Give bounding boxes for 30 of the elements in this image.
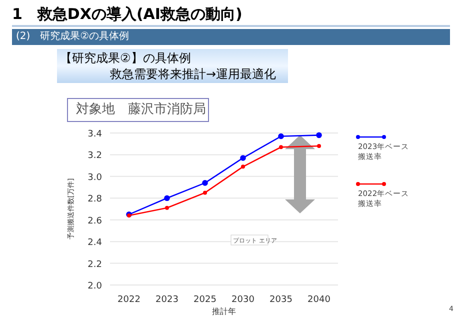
y-tick-label: 2.6 — [88, 216, 102, 226]
point — [317, 144, 321, 148]
point — [203, 190, 207, 195]
y-tick-label: 3.4 — [88, 130, 102, 140]
y-tick-label: 2.2 — [88, 260, 102, 270]
y-tick-label: 2.4 — [88, 238, 102, 248]
chart-subtitle: (2) 研究成果②の具体例 — [12, 29, 450, 45]
point — [278, 133, 284, 140]
x-tick-label: 2022 — [118, 295, 140, 305]
x-tick-label: 2035 — [270, 295, 292, 305]
point — [316, 132, 322, 138]
text: 救急需要将来推計→運用最適化 — [110, 66, 276, 83]
y-tick-label: 2.0 — [88, 282, 102, 292]
x-tick-label: 2040 — [308, 295, 331, 305]
x-axis-title: 推計年 — [212, 307, 236, 316]
point — [279, 145, 283, 150]
text: 【研究成果②】の具体例 — [60, 50, 191, 67]
x-tick-label: 2030 — [232, 295, 255, 305]
point — [164, 195, 170, 202]
point — [241, 164, 245, 169]
x-tick-label: 2025 — [194, 295, 216, 305]
text: 対象地 藤沢市消防局 — [67, 98, 209, 122]
y-tick-label: 3.0 — [88, 172, 102, 183]
point — [240, 155, 246, 161]
y-tick-label: 3.2 — [88, 151, 102, 162]
point — [165, 206, 169, 210]
chart-title: 1 救急DXの導入(AI救急の動向) — [12, 5, 242, 24]
x-tick-label: 2023 — [156, 295, 178, 305]
point — [202, 180, 208, 186]
y-tick-label: 2.8 — [88, 194, 102, 205]
